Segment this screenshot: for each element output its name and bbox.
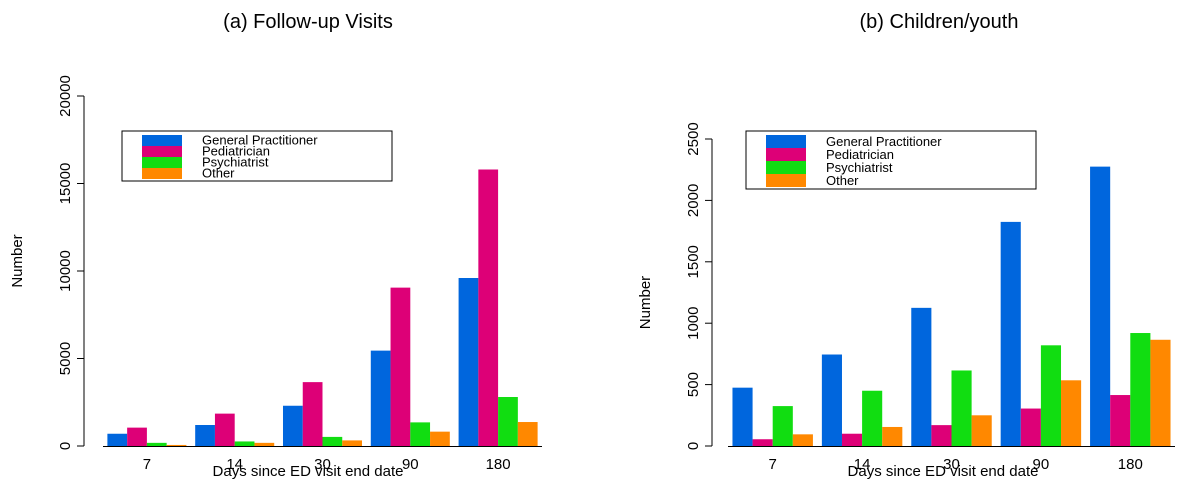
chart-panel-1: (a) Follow-up Visits 7 14 30 90 180 Days since… <box>9 11 542 480</box>
legend-label: Pediatrician <box>202 143 270 158</box>
bar-other-7 <box>792 434 813 446</box>
x-tick-label: 30 <box>943 456 960 473</box>
bar-pediatrician-14 <box>841 433 863 446</box>
y-tick-label: 500 <box>685 372 702 397</box>
y-axis-label: Number <box>637 276 654 329</box>
bar-general-practitioner-30 <box>911 307 932 446</box>
bar-general-practitioner-7 <box>107 433 128 446</box>
legend-swatch <box>766 135 806 148</box>
x-tick-label: 14 <box>854 456 871 473</box>
bar-pediatrician-7 <box>127 427 147 446</box>
bar-other-30 <box>971 415 992 446</box>
bar-other-180 <box>1150 339 1171 446</box>
chart-title: (a) Follow-up Visits <box>223 11 393 33</box>
bar-psychiatrist-30 <box>322 436 343 446</box>
y-tick-label: 1500 <box>685 245 702 278</box>
x-tick-label: 7 <box>769 456 777 473</box>
legend: General PractitionerPediatricianPsychiat… <box>121 130 393 182</box>
bar-psychiatrist-7 <box>146 442 167 446</box>
bar-psychiatrist-90 <box>1040 345 1062 446</box>
bar-other-30 <box>342 440 363 446</box>
legend-swatch <box>142 168 182 179</box>
legend-label: Psychiatrist <box>202 154 269 169</box>
bar-psychiatrist-90 <box>410 422 431 446</box>
legend-label: General Practitioner <box>202 132 318 147</box>
legend-label: Other <box>826 173 859 188</box>
legend-label: Other <box>202 165 235 180</box>
bar-general-practitioner-180 <box>458 278 479 446</box>
bar-psychiatrist-7 <box>772 406 793 446</box>
y-tick-label: 15000 <box>57 163 74 205</box>
bar-pediatrician-30 <box>931 425 952 446</box>
bar-general-practitioner-7 <box>732 387 753 446</box>
bar-pediatrician-7 <box>752 439 773 446</box>
bar-psychiatrist-14 <box>234 441 255 446</box>
y-tick-label: 2000 <box>685 184 702 217</box>
x-tick-label: 30 <box>314 456 331 473</box>
legend-swatch <box>142 135 182 146</box>
bar-pediatrician-30 <box>302 382 323 446</box>
legend-swatch <box>766 174 806 187</box>
bar-general-practitioner-180 <box>1090 166 1111 446</box>
x-tick-label: 90 <box>1033 456 1050 473</box>
x-tick-label: 14 <box>226 456 243 473</box>
bar-other-180 <box>517 422 538 446</box>
bar-other-90 <box>1061 380 1082 446</box>
bar-general-practitioner-30 <box>282 405 303 446</box>
chart-title: (b) Children/youth <box>860 11 1019 33</box>
x-axis-label: Days since ED visit end date <box>848 463 1039 480</box>
bar-psychiatrist-180 <box>498 397 518 446</box>
bar-pediatrician-180 <box>478 169 499 446</box>
bar-other-14 <box>882 426 903 446</box>
legend-swatch <box>766 161 806 174</box>
x-tick-label: 180 <box>1118 456 1143 473</box>
legend-swatch <box>766 148 806 161</box>
y-tick-label: 10000 <box>57 250 74 292</box>
y-tick-label: 2500 <box>685 122 702 155</box>
bar-psychiatrist-30 <box>951 370 972 446</box>
legend-label: Pediatrician <box>826 147 894 162</box>
legend-label: General Practitioner <box>826 134 942 149</box>
x-axis-label: Days since ED visit end date <box>213 463 404 480</box>
bar-pediatrician-90 <box>1020 408 1041 446</box>
bar-pediatrician-90 <box>390 287 411 446</box>
legend-label: Psychiatrist <box>826 160 893 175</box>
bar-pediatrician-180 <box>1110 395 1131 446</box>
legend: General PractitionerPediatricianPsychiat… <box>745 130 1037 190</box>
bar-psychiatrist-180 <box>1130 333 1151 446</box>
bar-psychiatrist-14 <box>862 390 883 446</box>
bar-other-14 <box>254 442 275 446</box>
bar-general-practitioner-14 <box>821 354 842 446</box>
bar-general-practitioner-14 <box>195 425 215 446</box>
x-tick-label: 90 <box>402 456 419 473</box>
y-axis-label: Number <box>9 234 26 287</box>
legend-swatch <box>142 157 182 168</box>
y-tick-label: 0 <box>57 442 74 450</box>
bar-general-practitioner-90 <box>1000 221 1021 446</box>
x-tick-label: 180 <box>486 456 511 473</box>
y-tick-label: 0 <box>685 442 702 450</box>
bar-general-practitioner-90 <box>370 350 391 446</box>
y-tick-label: 1000 <box>685 307 702 340</box>
legend-swatch <box>142 146 182 157</box>
bar-pediatrician-14 <box>214 413 235 446</box>
x-tick-label: 7 <box>143 456 151 473</box>
y-tick-label: 5000 <box>57 342 74 375</box>
bar-other-90 <box>430 431 450 446</box>
y-tick-label: 20000 <box>57 75 74 117</box>
chart-panel-2: (b) Children/youth 7 14 30 90 180 Days since E… <box>637 11 1175 480</box>
bar-other-7 <box>166 444 187 446</box>
